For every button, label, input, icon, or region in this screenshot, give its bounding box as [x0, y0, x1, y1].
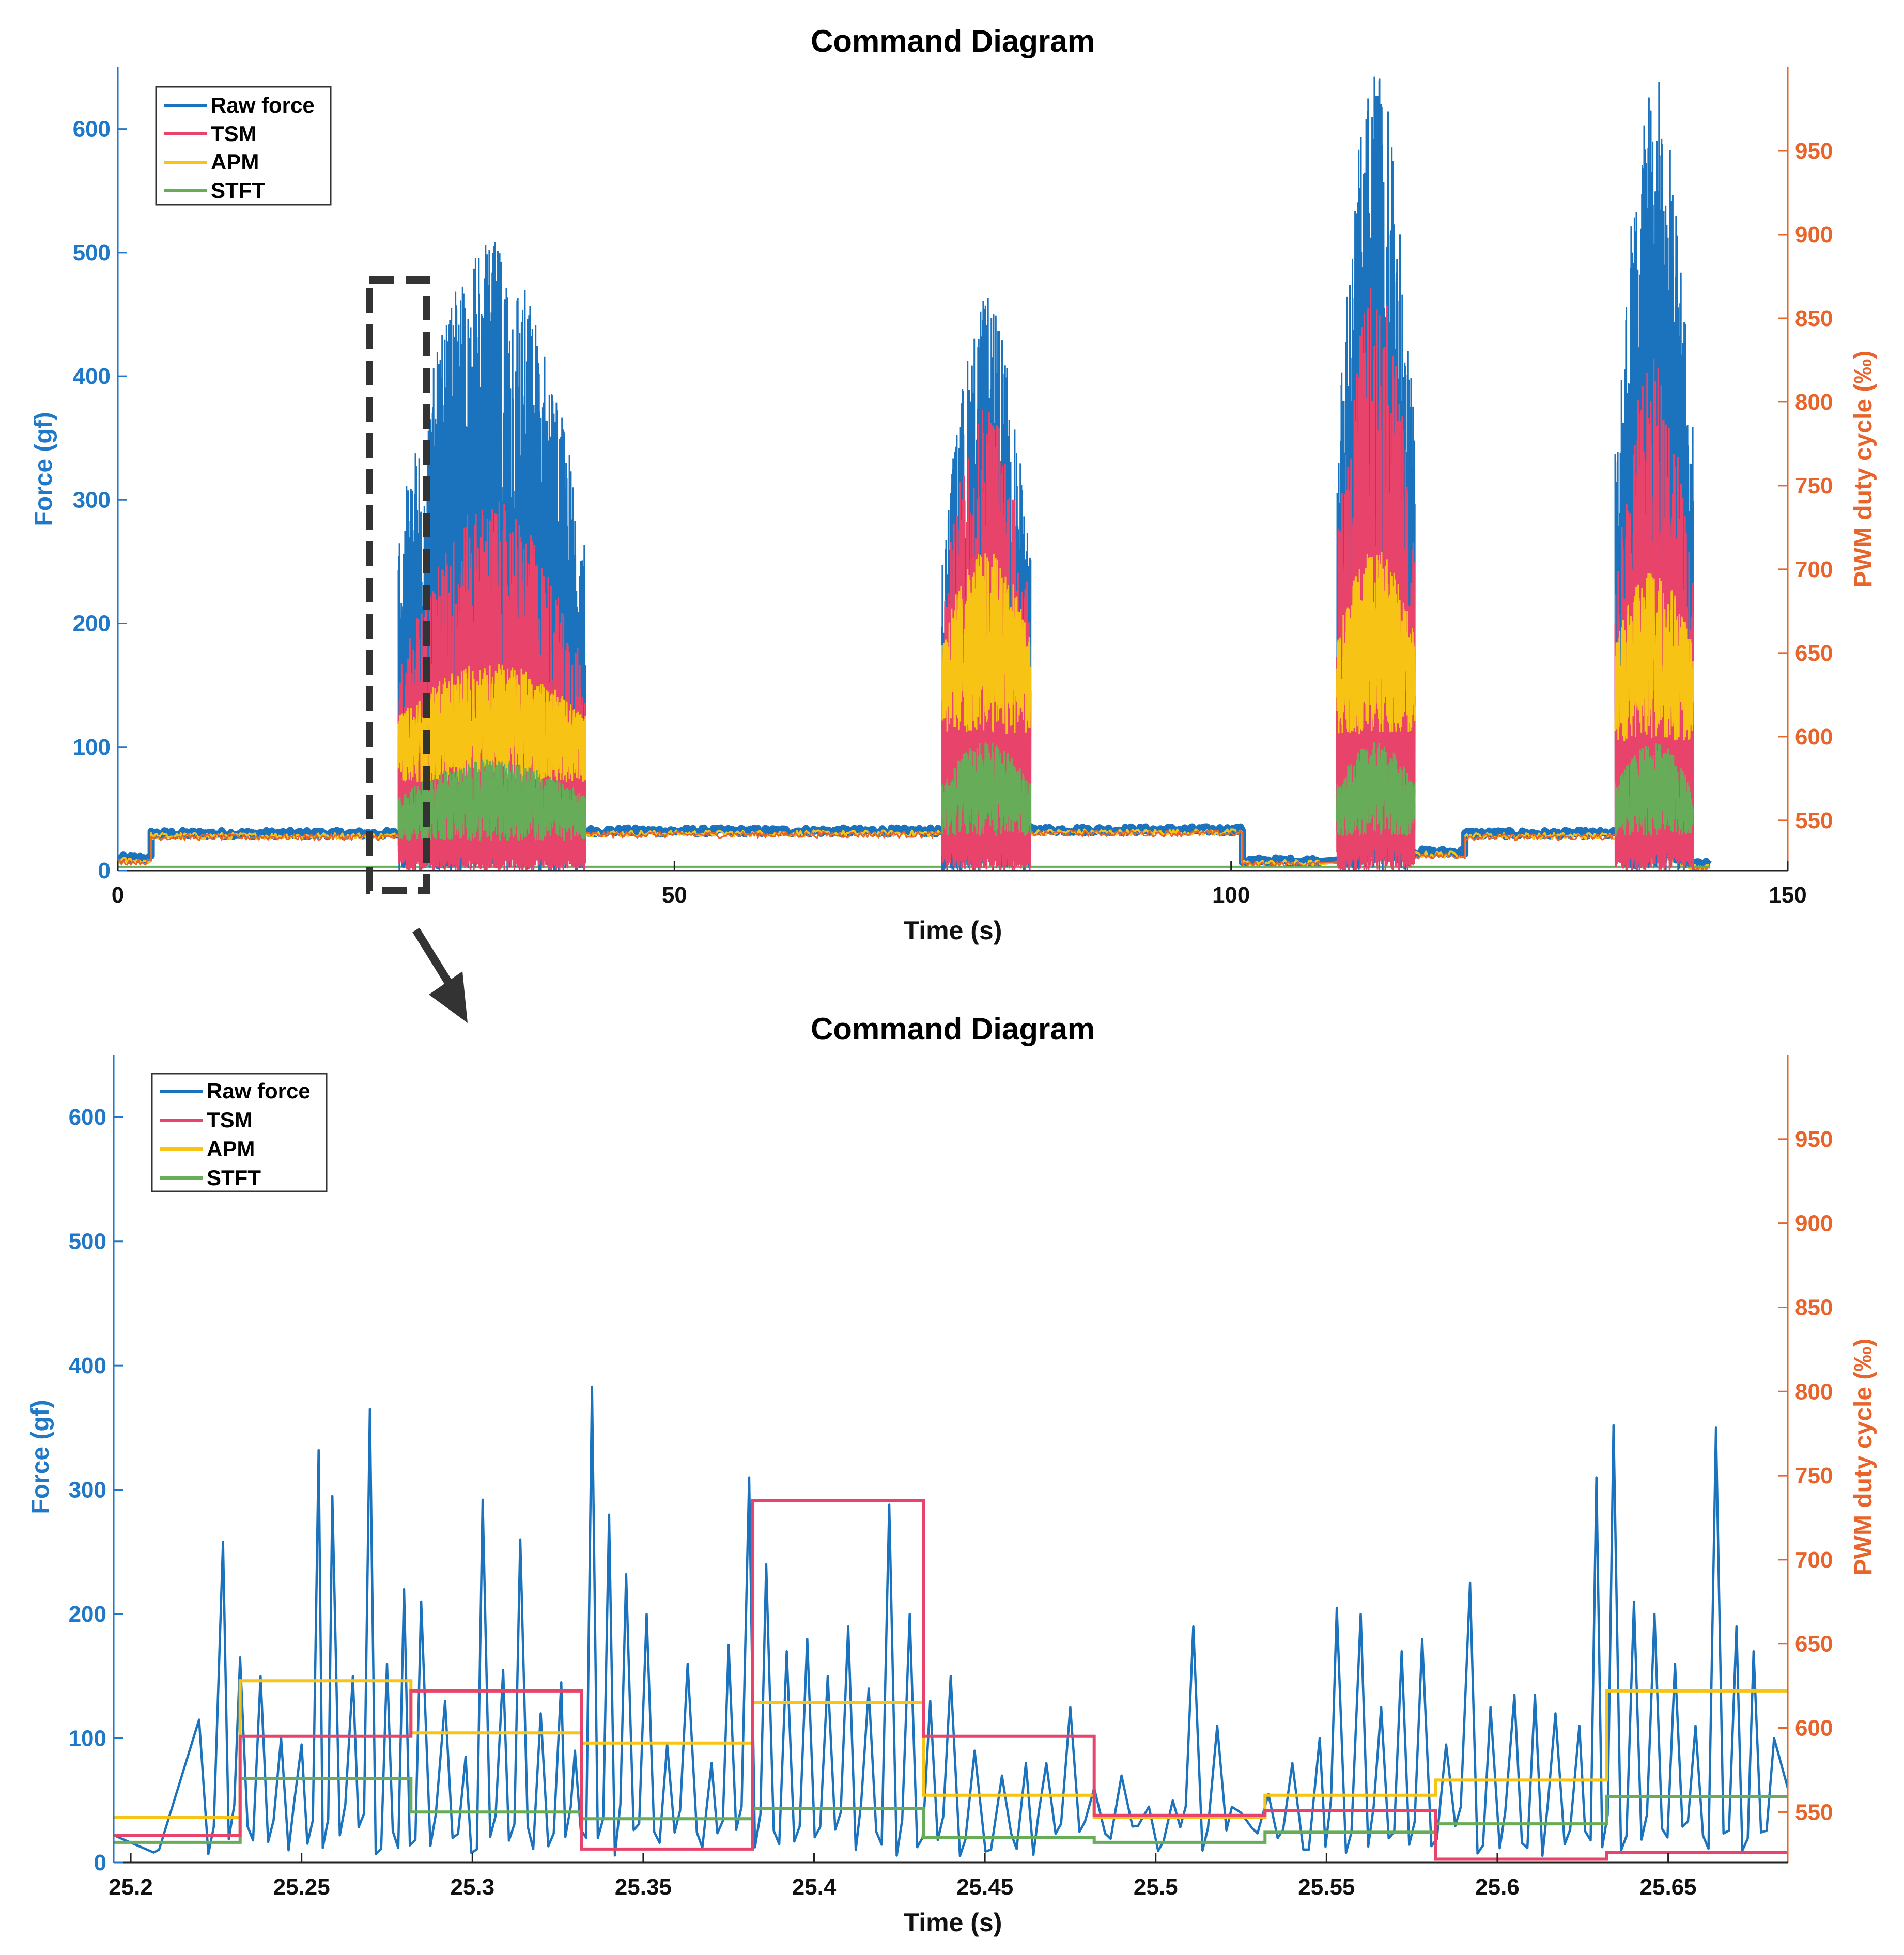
- top-y-right-tick-label: 650: [1795, 641, 1833, 666]
- bottom-y-left-label: Force (gf): [27, 1400, 54, 1514]
- zoom-region-box: [366, 276, 430, 894]
- bot-raw-force-line: [114, 1385, 1788, 1857]
- bot-y-right-tick-label: 650: [1795, 1632, 1833, 1657]
- bottom-chart-title: Command Diagram: [811, 1012, 1095, 1046]
- bot-x-tick-label: 25.3: [450, 1874, 494, 1900]
- zoom-arrow-shaft: [412, 927, 453, 987]
- bot-x-tick-label: 25.55: [1298, 1874, 1355, 1900]
- bottom-legend-box: [151, 1073, 328, 1192]
- top-y-left-tick-label: 400: [73, 364, 111, 389]
- bot-y-left-tick-label: 0: [94, 1850, 106, 1875]
- zoom-arrow-head: [429, 971, 468, 1023]
- top-y-left-tick-label: 500: [73, 240, 111, 266]
- bot-y-left-tick-label: 100: [69, 1726, 106, 1751]
- top-apm-burst: [1614, 573, 1694, 741]
- bot-x-tick-label: 25.25: [273, 1874, 330, 1900]
- bot-y-right-tick-label: 800: [1795, 1379, 1833, 1404]
- top-stft-burst: [1336, 742, 1416, 836]
- top-axes: 0100200300400500600550600650700750800850…: [73, 67, 1833, 908]
- top-x-tick-label: 0: [112, 882, 124, 908]
- top-y-right-tick-label: 950: [1795, 138, 1833, 164]
- top-y-left-tick-label: 200: [73, 611, 111, 637]
- top-stft-burst: [1614, 743, 1694, 836]
- top-apm-burst: [1336, 552, 1416, 734]
- top-stft-burst: [941, 742, 1032, 836]
- legend-label-raw: Raw force: [207, 1079, 311, 1103]
- bottom-y-right-label: PWM duty cycle (‰): [1850, 1339, 1877, 1576]
- top-legend: Raw force TSM APM STFT: [155, 86, 332, 206]
- bot-x-tick-label: 25.4: [792, 1874, 837, 1900]
- top-tsm-baseline: [118, 829, 1711, 871]
- top-x-tick-label: 100: [1212, 882, 1250, 908]
- bot-x-tick-label: 25.65: [1640, 1874, 1697, 1900]
- top-apm-burst: [397, 664, 586, 782]
- legend-label-stft: STFT: [207, 1166, 261, 1190]
- top-y-right-tick-label: 900: [1795, 222, 1833, 247]
- top-y-right-label: PWM duty cycle (‰): [1850, 351, 1877, 588]
- top-y-right-tick-label: 850: [1795, 306, 1833, 331]
- bottom-axes: 0 100 200 300 400 500 600 550 600 650 700 750 800 850…: [69, 1055, 1833, 1900]
- bot-y-left-tick-label: 200: [69, 1602, 106, 1627]
- legend-label-apm: APM: [207, 1137, 255, 1161]
- legend-label-raw: Raw force: [211, 93, 315, 117]
- bot-x-tick-label: 25.45: [956, 1874, 1013, 1900]
- top-x-tick-label: 50: [662, 882, 687, 908]
- top-apm-burst: [941, 553, 1032, 734]
- top-x-axis-label: Time (s): [904, 916, 1002, 945]
- top-y-right-tick-label: 750: [1795, 473, 1833, 499]
- top-y-left-tick-label: 0: [98, 858, 111, 883]
- bottom-series-group: [114, 1385, 1788, 1861]
- legend-label-apm: APM: [211, 150, 259, 174]
- bottom-x-axis-label: Time (s): [904, 1908, 1002, 1937]
- legend-label-tsm: TSM: [211, 121, 257, 146]
- bot-y-right-tick-label: 850: [1795, 1295, 1833, 1320]
- bot-tsm-step-line: [114, 1499, 1788, 1861]
- bot-x-tick-label: 25.5: [1134, 1874, 1178, 1900]
- top-y-left-tick-label: 100: [73, 735, 111, 760]
- bot-y-left-tick-label: 500: [69, 1229, 106, 1254]
- bot-x-tick-label: 25.35: [615, 1874, 672, 1900]
- bot-y-right-tick-label: 600: [1795, 1716, 1833, 1741]
- top-series-group: [118, 76, 1712, 871]
- top-y-right-tick-label: 800: [1795, 390, 1833, 415]
- top-x-tick-label: 150: [1769, 882, 1806, 908]
- bot-y-right-tick-label: 550: [1795, 1799, 1833, 1825]
- bot-y-right-tick-label: 750: [1795, 1463, 1833, 1488]
- bottom-chart: Command Diagram 0 100 200 300 400 500 600 550 60…: [27, 1012, 1877, 1937]
- legend-label-tsm: TSM: [207, 1108, 253, 1132]
- bot-y-right-tick-label: 700: [1795, 1547, 1833, 1573]
- bot-y-left-tick-label: 600: [69, 1105, 106, 1130]
- top-y-left-tick-label: 300: [73, 487, 111, 513]
- top-y-right-tick-label: 700: [1795, 557, 1833, 582]
- bot-y-right-tick-label: 900: [1795, 1211, 1833, 1236]
- legend-label-stft: STFT: [211, 178, 265, 203]
- top-chart-title: Command Diagram: [811, 24, 1095, 58]
- top-y-left-label: Force (gf): [30, 412, 57, 526]
- top-y-right-tick-label: 600: [1795, 724, 1833, 750]
- top-tsm-burst: [1614, 359, 1694, 871]
- bot-y-left-tick-label: 300: [69, 1478, 106, 1503]
- bot-x-tick-label: 25.6: [1475, 1874, 1520, 1900]
- zoom-arrow: [412, 927, 468, 1023]
- bot-y-left-tick-label: 400: [69, 1353, 106, 1378]
- top-y-left-tick-label: 600: [73, 117, 111, 142]
- top-stft-burst: [397, 759, 586, 841]
- bot-y-right-tick-label: 950: [1795, 1127, 1833, 1152]
- bot-x-tick-label: 25.2: [109, 1874, 153, 1900]
- top-y-right-tick-label: 550: [1795, 808, 1833, 833]
- bottom-legend: Raw force TSM APM STFT: [151, 1073, 328, 1192]
- top-chart: Command Diagram 010020030040050060055060…: [30, 24, 1877, 945]
